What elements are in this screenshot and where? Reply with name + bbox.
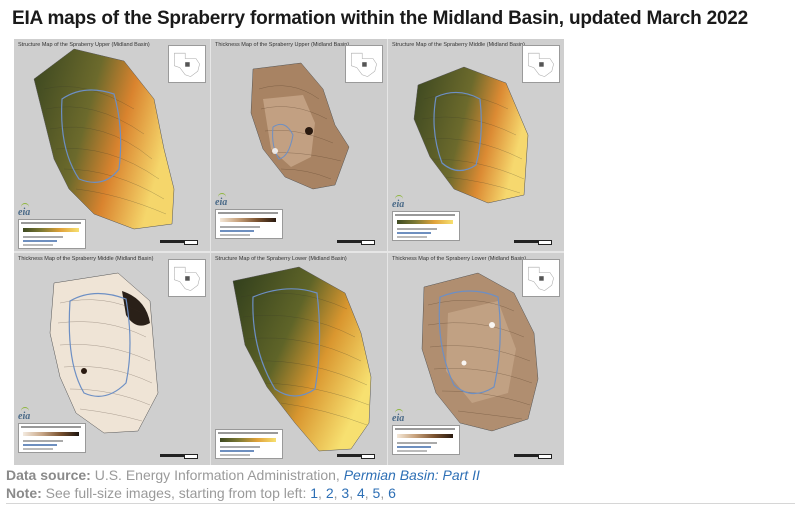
image-link-6[interactable]: 6 [388,485,396,501]
scale-bar [514,454,552,459]
map-panel-thickness-upper[interactable]: Thickness Map of the Spraberry Upper (Mi… [211,39,387,251]
thickness-middle-map [14,253,210,465]
texas-locator-inset [522,259,560,297]
note-text: See full-size images, starting from top … [45,485,307,501]
scale-bar [160,454,198,459]
map-panel-structure-lower[interactable]: Structure Map of the Spraberry Lower (Mi… [211,253,387,465]
eia-logo-icon: eia [392,409,405,424]
source-link[interactable]: Permian Basin: Part II [343,467,480,483]
eia-logo-icon: eia [392,195,405,210]
structure-middle-map [388,39,564,251]
color-ramp [220,438,276,442]
structure-upper-map [14,39,210,251]
color-ramp [397,220,453,224]
panel-title: Structure Map of the Spraberry Lower (Mi… [215,256,347,262]
scale-bar [514,240,552,245]
map-legend [215,429,283,459]
page-title: EIA maps of the Spraberry formation with… [12,8,749,29]
panel-title: Thickness Map of the Spraberry Lower (Mi… [392,256,527,262]
image-link-4[interactable]: 4 [356,485,365,501]
panel-title: Thickness Map of the Spraberry Upper (Mi… [215,42,350,48]
color-ramp [23,432,79,436]
texas-locator-inset [345,45,383,83]
image-link-5[interactable]: 5 [372,485,381,501]
map-panel-thickness-middle[interactable]: Thickness Map of the Spraberry Middle (M… [14,253,210,465]
map-panel-thickness-lower[interactable]: Thickness Map of the Spraberry Lower (Mi… [388,253,564,465]
eia-logo-icon: eia [18,203,31,218]
map-panel-structure-middle[interactable]: Structure Map of the Spraberry Middle (M… [388,39,564,251]
map-legend [215,209,283,239]
scale-bar [160,240,198,245]
divider [6,503,795,504]
scale-bar [337,454,375,459]
map-legend [392,211,460,241]
scale-bar [337,240,375,245]
texas-locator-inset [168,259,206,297]
image-link-3[interactable]: 3 [341,485,350,501]
structure-lower-map [211,253,387,465]
color-ramp [23,228,79,232]
note-line: Note: See full-size images, starting fro… [6,485,396,501]
thickness-lower-map [388,253,564,465]
panel-title: Thickness Map of the Spraberry Middle (M… [18,256,154,262]
thickness-upper-map [211,39,387,251]
image-link-1[interactable]: 1 [310,485,319,501]
data-source-text: U.S. Energy Information Administration, [94,467,340,483]
map-legend [392,425,460,455]
note-label: Note: [6,485,42,501]
panel-title: Structure Map of the Spraberry Middle (M… [392,42,525,48]
data-source-line: Data source: U.S. Energy Information Adm… [6,467,480,483]
eia-logo-icon: eia [18,407,31,422]
color-ramp [220,218,276,222]
texas-locator-inset [522,45,560,83]
panel-title: Structure Map of the Spraberry Upper (Mi… [18,42,150,48]
map-legend [18,423,86,453]
map-panel-structure-upper[interactable]: Structure Map of the Spraberry Upper (Mi… [14,39,210,251]
image-link-2[interactable]: 2 [325,485,334,501]
color-ramp [397,434,453,438]
texas-locator-inset [168,45,206,83]
eia-logo-icon: eia [215,193,228,208]
map-grid: Structure Map of the Spraberry Upper (Mi… [14,39,564,465]
map-legend [18,219,86,249]
data-source-label: Data source: [6,467,91,483]
